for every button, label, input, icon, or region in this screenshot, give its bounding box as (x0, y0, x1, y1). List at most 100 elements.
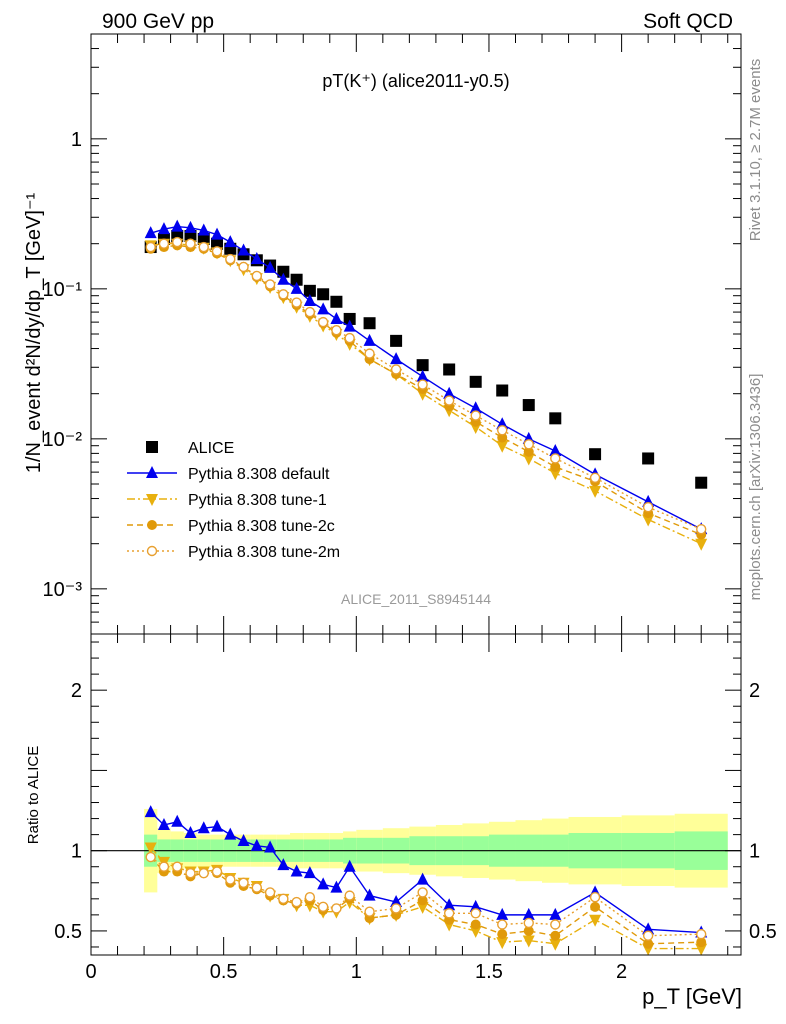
x-tick-label: 2 (616, 961, 627, 983)
data-point (497, 919, 508, 930)
legend-marker (146, 466, 158, 478)
data-point (590, 901, 601, 912)
data-point (291, 896, 302, 908)
data-point (250, 838, 263, 851)
data-point (225, 874, 236, 885)
data-point (363, 317, 376, 330)
data-point (522, 907, 535, 920)
data-point (695, 476, 708, 489)
data-point (695, 943, 708, 955)
data-point (278, 289, 289, 300)
data-point (303, 293, 316, 306)
ratio-uncertainty-bands (91, 808, 741, 893)
data-point (416, 369, 429, 382)
data-point (549, 412, 562, 425)
data-point (225, 253, 236, 265)
ratio-y-tick-label-right: 0.5 (749, 921, 777, 943)
data-point (469, 401, 482, 414)
data-point (643, 938, 654, 949)
x-tick-label: 0.5 (210, 961, 238, 983)
data-point (197, 232, 210, 245)
data-point (416, 901, 429, 914)
ratio-series-pythia-8-308-default (144, 805, 708, 938)
ratio-y-tick-label-left: 1 (71, 841, 82, 863)
data-point (171, 219, 184, 232)
data-point (497, 432, 508, 443)
data-point (330, 311, 343, 324)
data-point (549, 443, 562, 456)
data-point (470, 908, 481, 919)
data-point (264, 887, 276, 898)
main-y-tick-label: 1 (71, 129, 82, 151)
data-point (470, 919, 481, 930)
ratio-y-tick-label-right: 2 (749, 680, 760, 702)
data-point (238, 261, 249, 273)
data-point (549, 907, 562, 920)
data-point (469, 925, 482, 938)
data-point (211, 819, 224, 832)
main-y-tick-label: 10⁻³ (43, 579, 83, 601)
data-point (642, 514, 655, 527)
x-axis-label: p_T [GeV] (642, 984, 742, 1009)
data-point (331, 325, 342, 336)
data-point (238, 877, 249, 888)
data-point (317, 877, 330, 890)
ratio-series-pythia-8-308-tune-2m (145, 851, 707, 941)
data-point (696, 523, 707, 535)
data-point (696, 928, 707, 940)
legend-marker (146, 545, 158, 557)
rivet-version-label: Rivet 3.1.10, ≥ 2.7M events (747, 59, 764, 242)
data-point (390, 334, 403, 347)
data-point (470, 410, 481, 421)
data-point (303, 866, 316, 879)
tick-labels: 10⁻³10⁻²10⁻¹10.5 0.51 12 20 0.5 1 1.5 2 (43, 129, 777, 983)
data-point (642, 930, 654, 941)
ratio-y-tick-label-right: 1 (749, 841, 760, 863)
data-point (417, 895, 428, 906)
data-point (331, 903, 342, 914)
data-point (344, 332, 355, 344)
data-point (523, 917, 534, 929)
data-point (642, 452, 655, 465)
data-point (550, 461, 561, 472)
data-point (390, 903, 402, 914)
data-point (343, 319, 356, 332)
data-point (224, 235, 237, 248)
data-point (364, 906, 375, 917)
data-point (496, 907, 509, 920)
data-point (197, 821, 210, 834)
data-point (330, 880, 343, 893)
data-point (589, 472, 601, 483)
header-left-label: 900 GeV pp (102, 10, 214, 33)
ratio-y-axis-label: Ratio to ALICE (25, 746, 42, 844)
data-point (172, 861, 183, 872)
data-point (416, 359, 429, 372)
data-point (317, 901, 329, 913)
ratio-plot-frame (90, 633, 742, 956)
data-point (550, 453, 561, 464)
data-point (589, 448, 602, 461)
data-point (251, 270, 263, 282)
legend-label: ALICE (188, 440, 234, 457)
data-point (197, 223, 210, 236)
data-point (417, 379, 428, 390)
data-point (523, 925, 534, 936)
data-point (317, 302, 330, 315)
data-point (304, 306, 316, 318)
data-point (303, 284, 316, 297)
data-point (185, 867, 196, 879)
data-point (290, 281, 303, 294)
data-point (642, 502, 654, 513)
data-point (696, 937, 707, 948)
data-point (522, 453, 535, 466)
legend-marker (146, 494, 158, 506)
analysis-watermark: ALICE_2011_S8945144 (341, 591, 491, 607)
main-y-axis-label: 1/N_event d²N/dy/dp_T [GeV]⁻¹ (23, 193, 45, 474)
data-point (184, 220, 197, 233)
data-point (144, 805, 157, 818)
main-y-tick-label: 10⁻² (43, 429, 83, 451)
x-tick-label: 1 (351, 961, 362, 983)
legend-item: Pythia 8.308 default (127, 466, 330, 483)
data-point (550, 919, 561, 930)
legend-label: Pythia 8.308 default (188, 466, 330, 483)
